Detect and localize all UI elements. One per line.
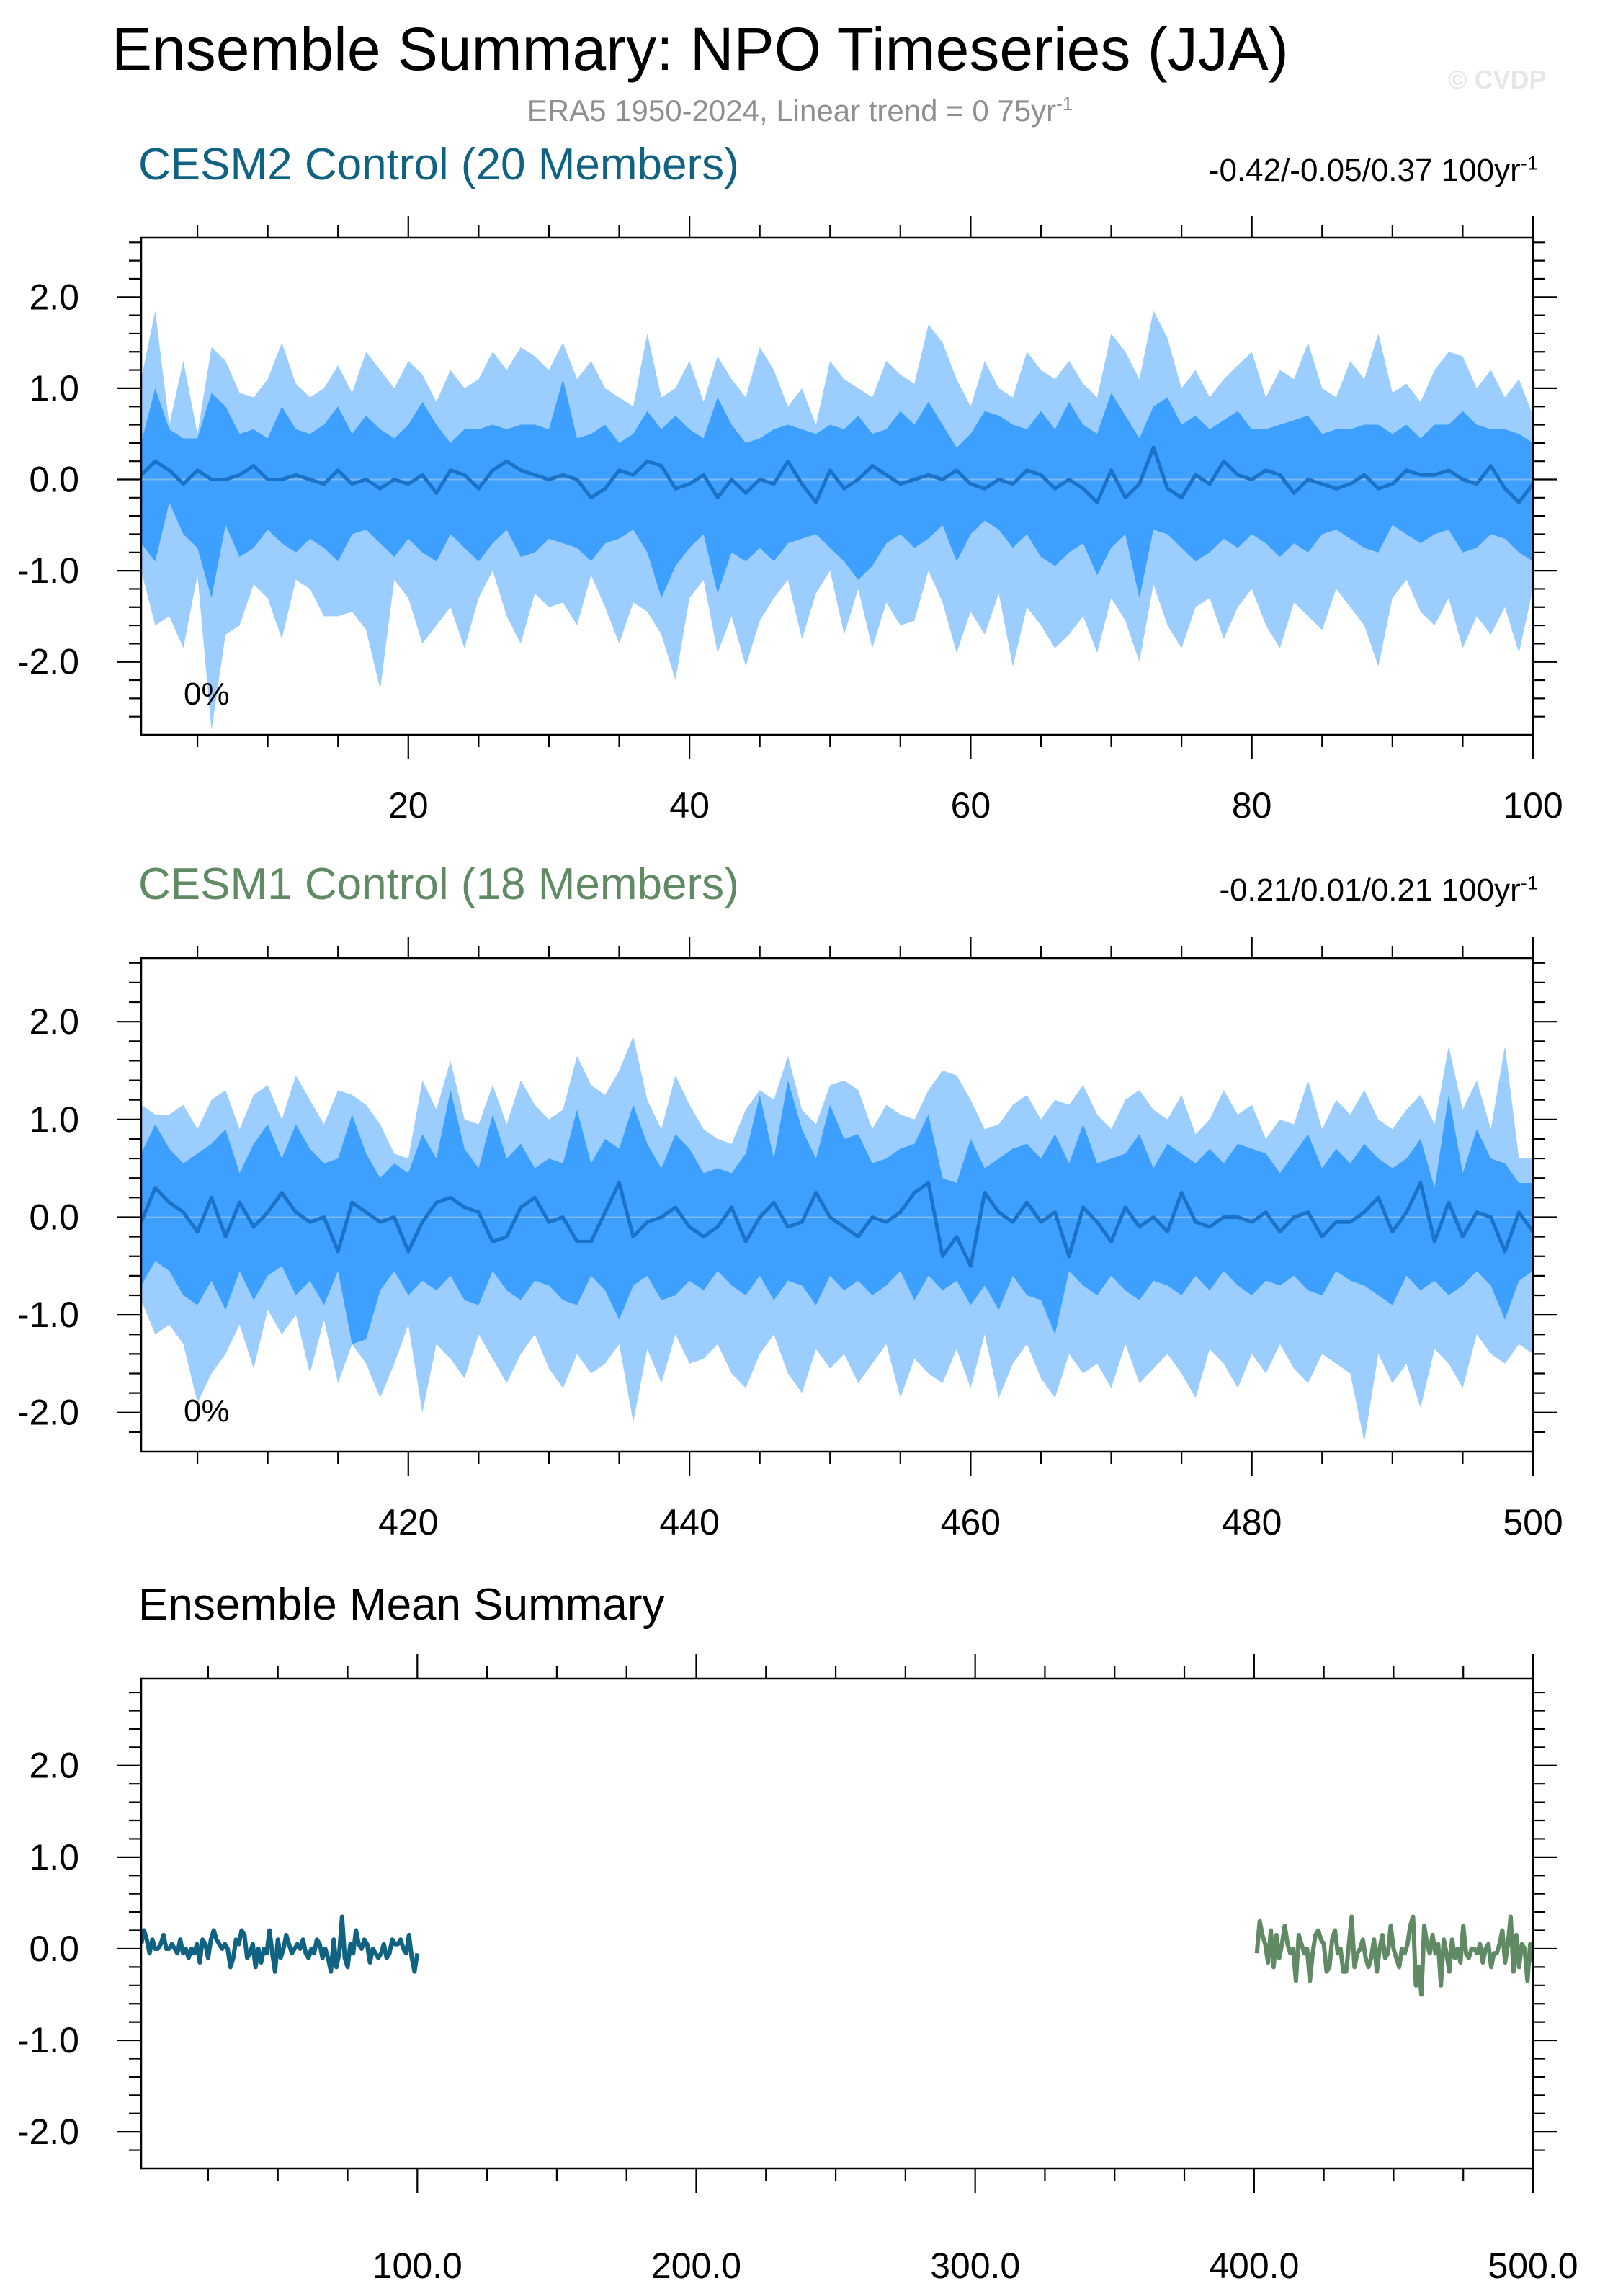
x-tick-label: 60	[951, 785, 991, 826]
x-tick-label: 500.0	[1488, 2246, 1578, 2286]
x-tick-label: 40	[669, 785, 710, 826]
y-tick-label: 2.0	[29, 277, 79, 317]
panel-1-trend-stats: -0.42/-0.05/0.37 100yr-1	[1209, 153, 1538, 189]
plot-area	[141, 1036, 1533, 1442]
subtitle-exponent: -1	[1056, 93, 1073, 115]
y-tick-label: -1.0	[17, 2020, 79, 2060]
x-tick-label: 20	[388, 785, 429, 826]
ensemble-mean-line	[141, 1181, 1533, 1268]
inner-spread-band	[141, 1080, 1533, 1344]
ensemble-mean-line	[141, 445, 1533, 504]
panel-2-chart: 420 440 460 480 500 2.0 1.0 0.0 -1.0 -2.0 0%	[17, 937, 1563, 1542]
y-tick-label: -1.0	[17, 550, 79, 591]
panel-1-trend-text: -0.42/-0.05/0.37 100yr	[1208, 153, 1521, 188]
y-tick-label: -2.0	[17, 2112, 79, 2152]
x-tick-label: 460	[941, 1502, 1001, 1542]
y-tick-label: 0.0	[29, 1929, 79, 1969]
y-tick-label: 1.0	[29, 1099, 79, 1140]
series-line-1	[141, 1914, 420, 1974]
panel-3-title: Ensemble Mean Summary	[138, 1580, 665, 1630]
panel-2-trend-exponent: -1	[1520, 871, 1538, 894]
x-tick-label: 80	[1232, 785, 1272, 826]
panel-2-trend-text: -0.21/0.01/0.21 100yr	[1219, 872, 1521, 908]
watermark: © CVDP	[1448, 65, 1547, 94]
y-tick-label: 2.0	[29, 1001, 79, 1042]
panel-1-trend-exponent: -1	[1520, 151, 1538, 174]
subtitle: ERA5 1950-2024, Linear trend = 0 75yr-1	[0, 94, 1600, 128]
y-tick-label: -1.0	[17, 1295, 79, 1335]
percent-label: 0%	[184, 676, 230, 712]
panel-1-chart: 20 40 60 80 100 2.0 1.0 0.0 -1.0 -2.0 0%	[17, 216, 1563, 826]
panel-2-trend-stats: -0.21/0.01/0.21 100yr-1	[1219, 872, 1538, 908]
inner-spread-band	[141, 379, 1533, 599]
x-tick-label: 200.0	[651, 2246, 741, 2286]
series-line-2	[1254, 1914, 1533, 1997]
y-tick-label: 1.0	[29, 1837, 79, 1877]
page-title: Ensemble Summary: NPO Timeseries (JJA)	[112, 15, 1289, 83]
y-tick-label: -2.0	[17, 642, 79, 682]
plot-frame	[140, 236, 1534, 736]
x-tick-label: 300.0	[930, 2246, 1020, 2286]
x-tick-label: 440	[659, 1502, 719, 1542]
x-tick-label: 100	[1503, 785, 1563, 826]
subtitle-text: ERA5 1950-2024, Linear trend = 0 75yr	[527, 94, 1057, 128]
x-tick-label: 400.0	[1209, 2246, 1299, 2286]
y-tick-label: -2.0	[17, 1393, 79, 1433]
percent-label: 0%	[184, 1393, 230, 1429]
y-tick-label: 0.0	[29, 460, 79, 500]
y-tick-label: 2.0	[29, 1746, 79, 1786]
y-tick-label: 0.0	[29, 1197, 79, 1237]
plot-frame	[140, 957, 1534, 1453]
x-tick-label: 100.0	[372, 2246, 462, 2286]
panel-2-title: CESM1 Control (18 Members)	[138, 859, 739, 909]
panel-1-title: CESM2 Control (20 Members)	[138, 140, 739, 189]
plot-area	[141, 311, 1533, 731]
y-tick-label: 1.0	[29, 368, 79, 408]
plot-area	[141, 1914, 1533, 1997]
x-tick-label: 480	[1222, 1502, 1282, 1542]
panel-3-chart: 100.0 200.0 300.0 400.0 500.0 2.0 1.0 0.0 -1.0 -2…	[17, 1654, 1578, 2286]
plot-frame	[140, 1677, 1534, 2170]
x-tick-label: 420	[378, 1502, 438, 1542]
x-tick-label: 500	[1503, 1502, 1563, 1542]
